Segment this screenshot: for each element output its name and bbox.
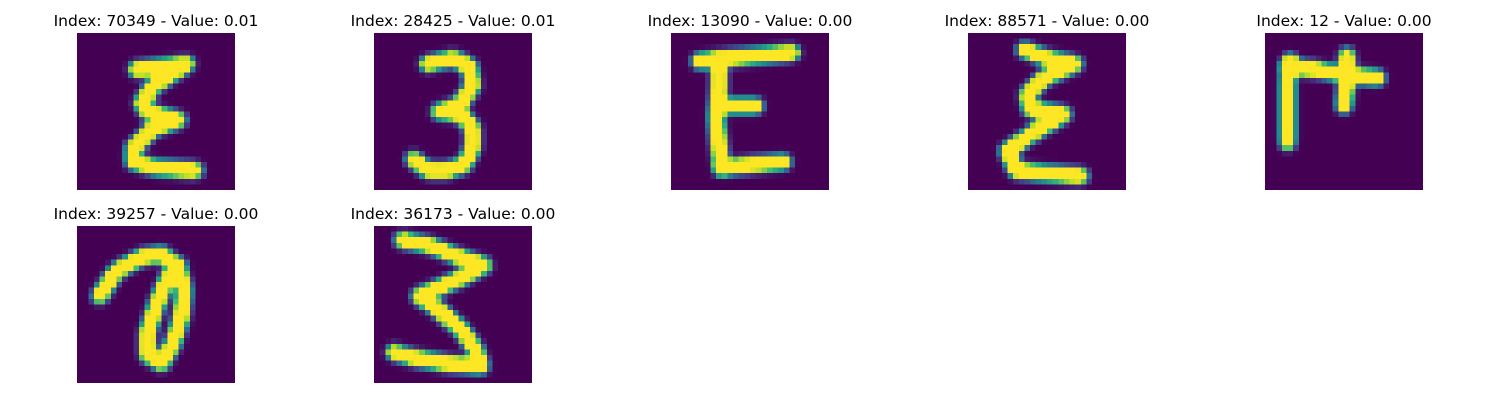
image-panel: Index: 70349 - Value: 0.01 — [6, 12, 306, 202]
digit-image — [671, 33, 829, 190]
panel-title: Index: 36173 - Value: 0.00 — [350, 205, 556, 223]
panel-title: Index: 12 - Value: 0.00 — [1256, 12, 1432, 30]
image-panel: Index: 88571 - Value: 0.00 — [897, 12, 1197, 202]
digit-image — [374, 226, 532, 383]
panel-title: Index: 88571 - Value: 0.00 — [944, 12, 1150, 30]
image-panel: Index: 13090 - Value: 0.00 — [600, 12, 900, 202]
image-panel: Index: 28425 - Value: 0.01 — [303, 12, 603, 202]
digit-image — [77, 226, 235, 383]
image-panel: Index: 12 - Value: 0.00 — [1194, 12, 1494, 202]
panel-title: Index: 39257 - Value: 0.00 — [53, 205, 259, 223]
panel-title: Index: 70349 - Value: 0.01 — [53, 12, 259, 30]
digit-image — [968, 33, 1126, 190]
panel-title: Index: 28425 - Value: 0.01 — [350, 12, 556, 30]
image-panel: Index: 39257 - Value: 0.00 — [6, 205, 306, 395]
panel-title: Index: 13090 - Value: 0.00 — [647, 12, 853, 30]
image-panel: Index: 36173 - Value: 0.00 — [303, 205, 603, 395]
digit-image — [374, 33, 532, 190]
digit-image — [1265, 33, 1423, 190]
digit-image — [77, 33, 235, 190]
